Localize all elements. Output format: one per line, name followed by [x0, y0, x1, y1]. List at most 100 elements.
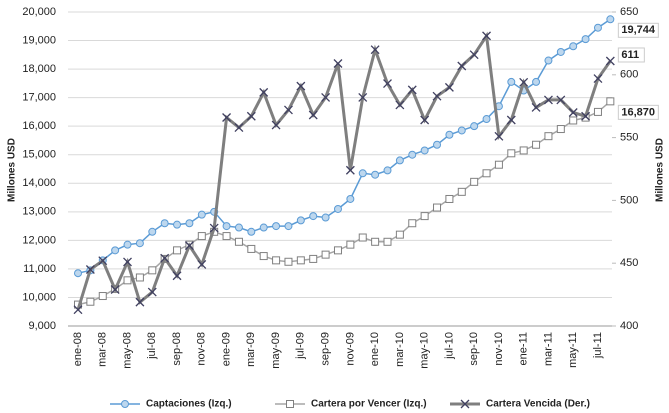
value-label-box: [617, 47, 645, 63]
x-tick-label: ene-11: [518, 332, 530, 365]
x-tick-label: may-08: [121, 332, 133, 369]
point: [234, 237, 243, 246]
point: [457, 61, 467, 71]
point: [86, 297, 95, 306]
point: [135, 297, 145, 307]
y-tick-label: 18,000: [22, 63, 56, 75]
point: [371, 237, 380, 246]
x-tick-label: mar-11: [542, 332, 554, 366]
point: [606, 97, 615, 106]
point: [433, 140, 442, 149]
point: [308, 110, 318, 120]
point: [333, 59, 343, 68]
point: [482, 115, 491, 124]
point: [457, 187, 466, 196]
value-label: 611: [621, 49, 639, 61]
point: [259, 252, 268, 261]
point: [346, 194, 355, 203]
point: [569, 116, 578, 125]
y-tick-label: 20,000: [22, 6, 56, 18]
point: [420, 212, 429, 221]
point: [246, 111, 256, 121]
point: [296, 216, 305, 225]
point: [482, 169, 491, 178]
point: [321, 92, 331, 102]
point: [519, 77, 529, 87]
point: [407, 85, 417, 95]
point: [247, 244, 256, 253]
point: [184, 241, 194, 251]
y2-tick-label: 450: [620, 257, 638, 269]
point: [197, 232, 206, 241]
point: [346, 240, 355, 249]
point: [222, 113, 232, 122]
point: [506, 115, 516, 125]
point: [556, 47, 565, 56]
x-tick-label: jul-08: [146, 332, 158, 360]
point: [457, 126, 466, 135]
point: [470, 177, 479, 186]
point: [222, 222, 231, 231]
point: [123, 276, 132, 285]
point: [209, 223, 219, 233]
y-tick-label: 11,000: [23, 263, 56, 275]
point: [531, 102, 541, 112]
point: [259, 223, 268, 232]
point: [358, 92, 368, 102]
point: [74, 269, 82, 278]
point: [85, 265, 95, 274]
point: [98, 292, 107, 301]
point: [568, 108, 578, 117]
point: [284, 222, 293, 231]
point: [247, 227, 256, 236]
x-tick-label: jul-09: [295, 332, 307, 360]
value-label: 19,744: [621, 24, 656, 36]
point: [271, 120, 281, 130]
point: [284, 257, 293, 266]
point: [259, 87, 269, 97]
x-tick-label: ene-08: [72, 332, 84, 366]
point: [593, 107, 602, 116]
point: [173, 246, 182, 255]
legend-item: Cartera Vencida (Der.): [450, 399, 590, 410]
point: [460, 399, 470, 409]
point: [135, 239, 144, 248]
x-tick-label: sep-10: [468, 332, 480, 366]
point: [408, 219, 417, 228]
y-tick-label: 12,000: [22, 234, 56, 246]
point: [160, 253, 170, 263]
point: [556, 125, 565, 134]
y2-tick-label: 600: [620, 69, 638, 81]
y2-tick-label: 550: [620, 132, 638, 144]
point: [135, 273, 144, 282]
y-tick-label: 10,000: [22, 291, 56, 303]
point: [185, 219, 194, 228]
x-tick-label: mar-08: [97, 332, 109, 367]
point: [507, 149, 516, 158]
point: [532, 77, 541, 86]
x-tick-label: sep-09: [320, 332, 332, 366]
legend-label: Cartera por Vencer (Izq.): [311, 399, 427, 410]
point: [432, 91, 442, 101]
point: [345, 165, 355, 175]
y-axis-title: Millones USD: [7, 138, 18, 202]
value-label-box: [617, 104, 659, 120]
point: [197, 210, 206, 219]
x-tick-label: nov-09: [344, 332, 356, 366]
point: [544, 56, 553, 65]
point: [333, 246, 342, 255]
point: [395, 100, 405, 110]
x-tick-label: ene-09: [220, 332, 232, 366]
value-label-box: [617, 22, 659, 38]
x-tick-label: ene-10: [369, 332, 381, 366]
point: [420, 146, 429, 155]
point: [507, 77, 516, 86]
point: [370, 45, 380, 55]
point: [148, 227, 157, 236]
point: [321, 250, 330, 259]
y2-tick-label: 400: [620, 320, 638, 332]
point: [445, 130, 454, 139]
point: [160, 219, 169, 228]
x-tick-label: mar-10: [394, 332, 406, 367]
